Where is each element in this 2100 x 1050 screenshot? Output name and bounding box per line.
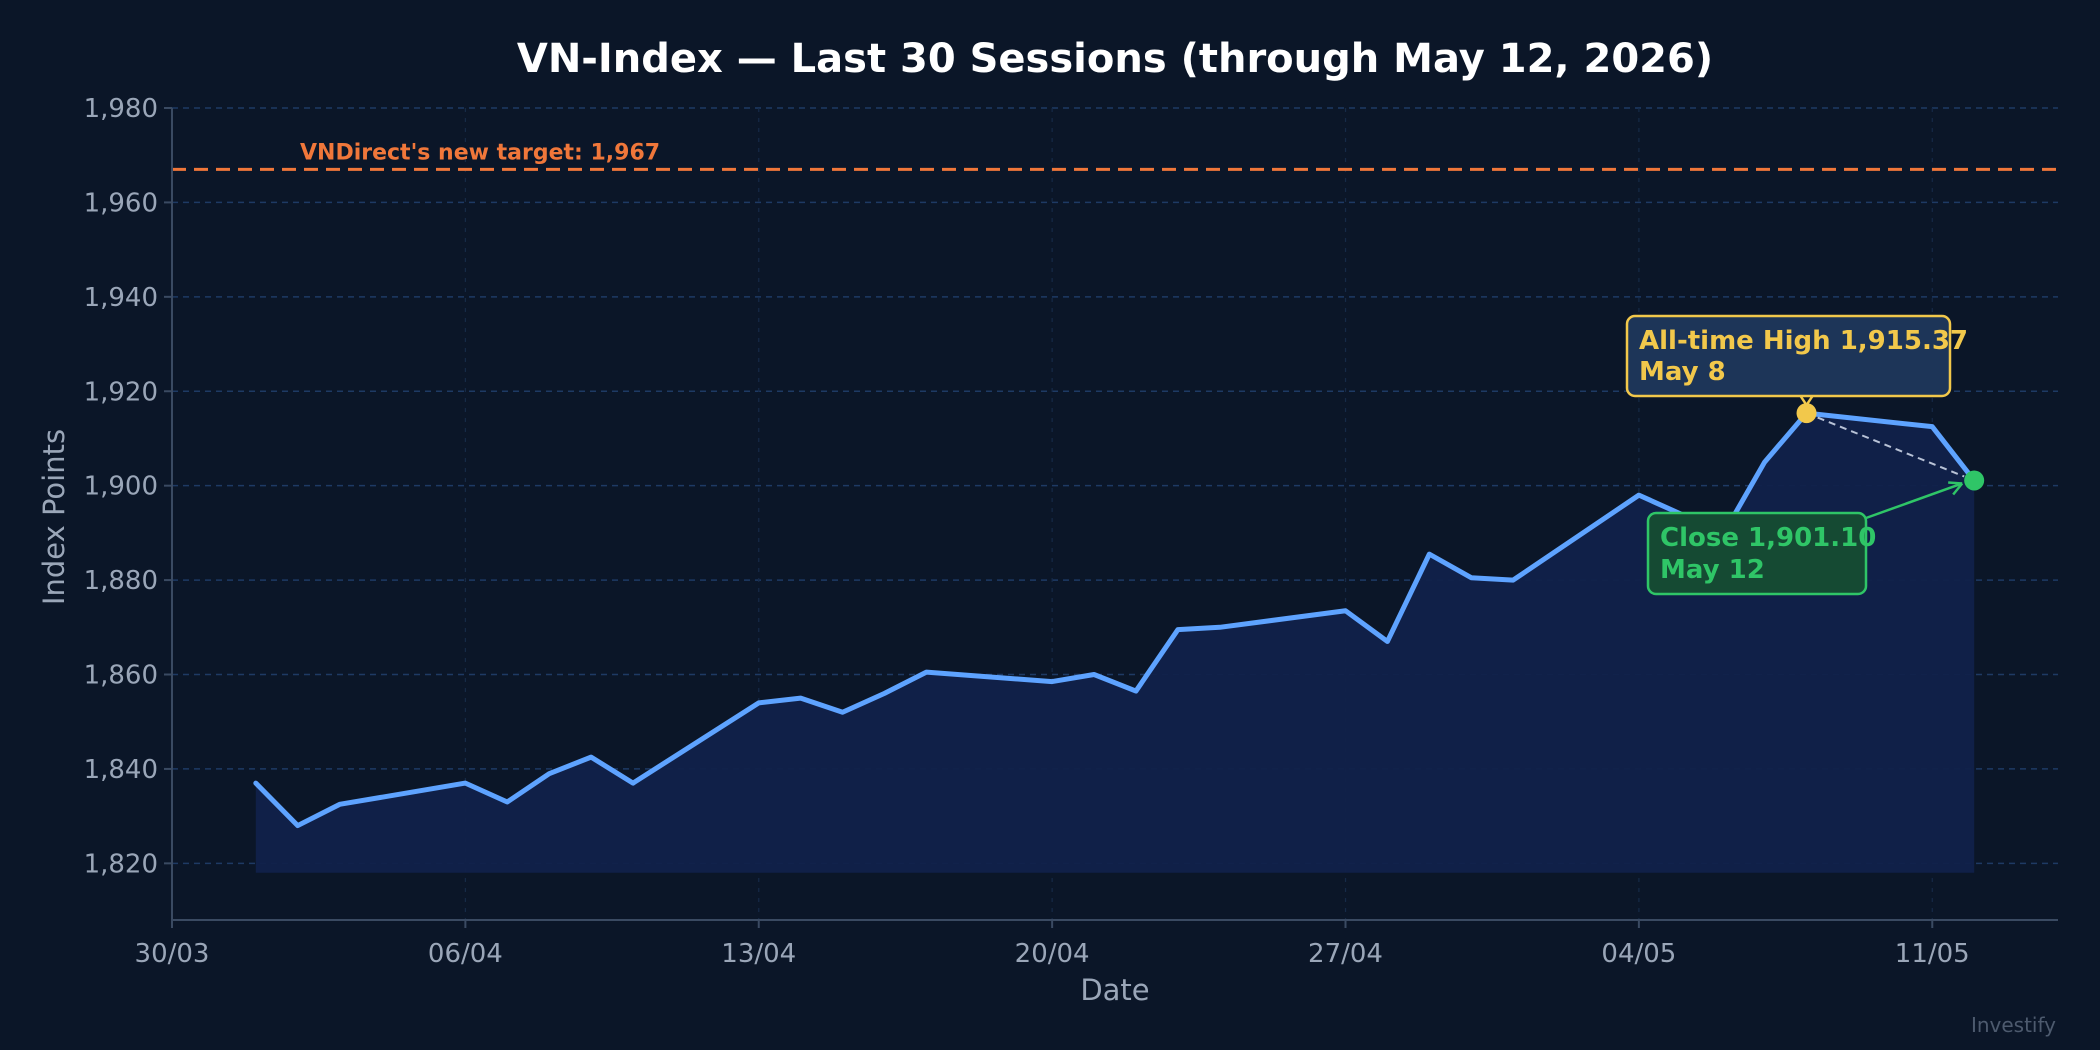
y-tick-label: 1,860 — [84, 661, 158, 691]
y-tick-label: 1,900 — [84, 472, 158, 502]
all-time-high-marker — [1796, 403, 1817, 424]
x-tick-label: 20/04 — [1015, 939, 1090, 969]
high-to-close-connector — [1806, 412, 1965, 478]
y-tick-label: 1,960 — [84, 188, 158, 218]
axis-layer: 1,820 1,840 1,860 1,880 1,900 1,920 1,940 1,960… — [84, 94, 2058, 969]
y-axis-label: Index Points — [37, 429, 71, 605]
x-axis-label: Date — [1080, 973, 1149, 1007]
close-callout-line1: Close 1,901.10 — [1660, 523, 1876, 553]
close-marker — [1964, 470, 1985, 491]
reference-layer: VNDirect's new target: 1,967 — [172, 140, 2058, 171]
series-area-fill — [255, 413, 1975, 873]
close-callout-line2: May 12 — [1660, 555, 1765, 585]
y-tick-label: 1,840 — [84, 755, 158, 785]
high-callout-line2: May 8 — [1639, 357, 1726, 387]
x-tick-label: 13/04 — [721, 939, 796, 969]
high-callout-line1: All-time High 1,915.37 — [1639, 326, 1968, 356]
target-line-label: VNDirect's new target: 1,967 — [300, 140, 660, 165]
y-tick-label: 1,920 — [84, 377, 158, 407]
chart-title: VN-Index — Last 30 Sessions (through May… — [517, 36, 1713, 82]
close-callout-arrow — [1865, 482, 1963, 520]
close-callout-box — [1646, 511, 1868, 596]
x-tick-label: 06/04 — [428, 939, 503, 969]
y-tick-label: 1,980 — [84, 94, 158, 124]
x-tick-label: 11/05 — [1895, 939, 1970, 969]
y-tick-label: 1,820 — [84, 849, 158, 879]
y-tick-label: 1,880 — [84, 566, 158, 596]
y-tick-label: 1,940 — [84, 283, 158, 313]
watermark: Investify — [1971, 1013, 2056, 1037]
high-callout-box — [1625, 314, 1952, 398]
x-tick-label: 27/04 — [1308, 939, 1383, 969]
close-callout-arrowhead — [1948, 481, 1964, 496]
x-tick-label: 30/03 — [135, 939, 210, 969]
x-tick-label: 04/05 — [1601, 939, 1676, 969]
area-layer — [255, 413, 1975, 873]
